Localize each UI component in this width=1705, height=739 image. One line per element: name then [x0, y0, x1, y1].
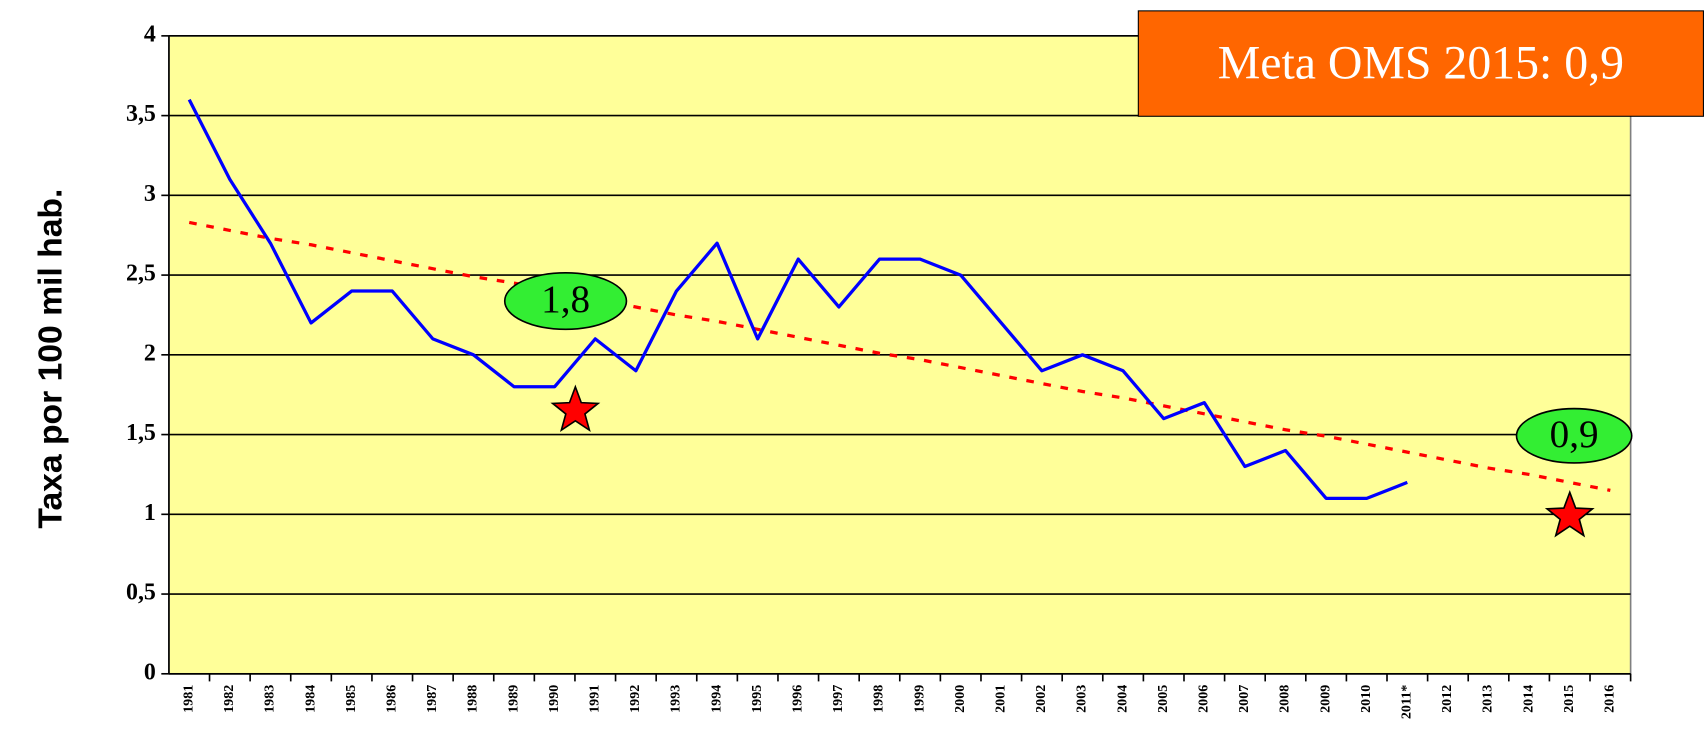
x-tick-label: 1994 [708, 685, 724, 713]
x-tick-label: 2008 [1277, 685, 1293, 713]
x-tick-label: 2011* [1399, 685, 1415, 720]
x-tick-label: 1992 [627, 685, 643, 713]
y-tick-label: 1,5 [126, 420, 156, 446]
title-box [1137, 10, 1704, 117]
x-tick-label: 2003 [1074, 685, 1090, 713]
y-tick-label: 4 [144, 21, 156, 47]
y-axis-label: Taxa por 100 mil hab. [33, 189, 70, 529]
chart-title: Meta OMS 2015: 0,9 [1218, 36, 1624, 89]
x-tick-label: 2002 [1033, 685, 1049, 713]
x-tick-label: 2004 [1114, 685, 1130, 713]
x-tick-label: 1981 [180, 685, 196, 713]
x-tick-label: 1983 [262, 685, 278, 713]
x-tick-label: 2001 [993, 685, 1009, 713]
x-tick-label: 1997 [830, 685, 846, 713]
star-marker [1544, 489, 1595, 538]
x-tick-label: 2006 [1196, 685, 1212, 713]
annotation-oval [1515, 407, 1633, 464]
data-line [187, 98, 1408, 500]
annotation-oval [503, 271, 628, 331]
x-tick-label: 2014 [1520, 685, 1536, 713]
x-tick-label: 2005 [1155, 685, 1171, 713]
x-tick-label: 1993 [668, 685, 684, 713]
trend-line [188, 220, 1611, 492]
x-tick-label: 1988 [465, 685, 481, 713]
x-tick-label: 2013 [1480, 685, 1496, 713]
x-tick-label: 2012 [1439, 685, 1455, 713]
x-tick-label: 2016 [1602, 685, 1618, 713]
annotation-text: 1,8 [541, 278, 590, 321]
x-tick-label: 2015 [1561, 685, 1577, 713]
x-tick-label: 1996 [790, 685, 806, 713]
x-tick-label: 1989 [505, 685, 521, 713]
y-tick-label: 2 [144, 340, 156, 366]
x-tick-label: 1986 [383, 685, 399, 713]
x-tick-label: 1998 [871, 685, 887, 713]
x-tick-label: 1999 [911, 685, 927, 713]
x-tick-label: 2009 [1317, 685, 1333, 713]
x-tick-label: 1991 [586, 685, 602, 713]
x-tick-label: 2010 [1358, 685, 1374, 713]
y-tick-label: 2,5 [126, 261, 156, 287]
y-tick-label: 3 [144, 181, 156, 207]
y-tick-label: 0 [144, 659, 156, 685]
x-tick-label: 1982 [221, 685, 237, 713]
y-tick-label: 3,5 [126, 101, 156, 127]
star-marker [550, 384, 601, 433]
x-tick-label: 1985 [343, 685, 359, 713]
annotation-text: 0,9 [1550, 413, 1599, 456]
x-tick-label: 2007 [1236, 685, 1252, 713]
x-tick-label: 1984 [302, 685, 318, 713]
x-tick-label: 2000 [952, 685, 968, 713]
x-tick-label: 1987 [424, 685, 440, 713]
y-tick-label: 0,5 [126, 580, 156, 606]
x-tick-label: 1990 [546, 685, 562, 713]
y-tick-label: 1 [144, 500, 156, 526]
x-tick-label: 1995 [749, 685, 765, 713]
